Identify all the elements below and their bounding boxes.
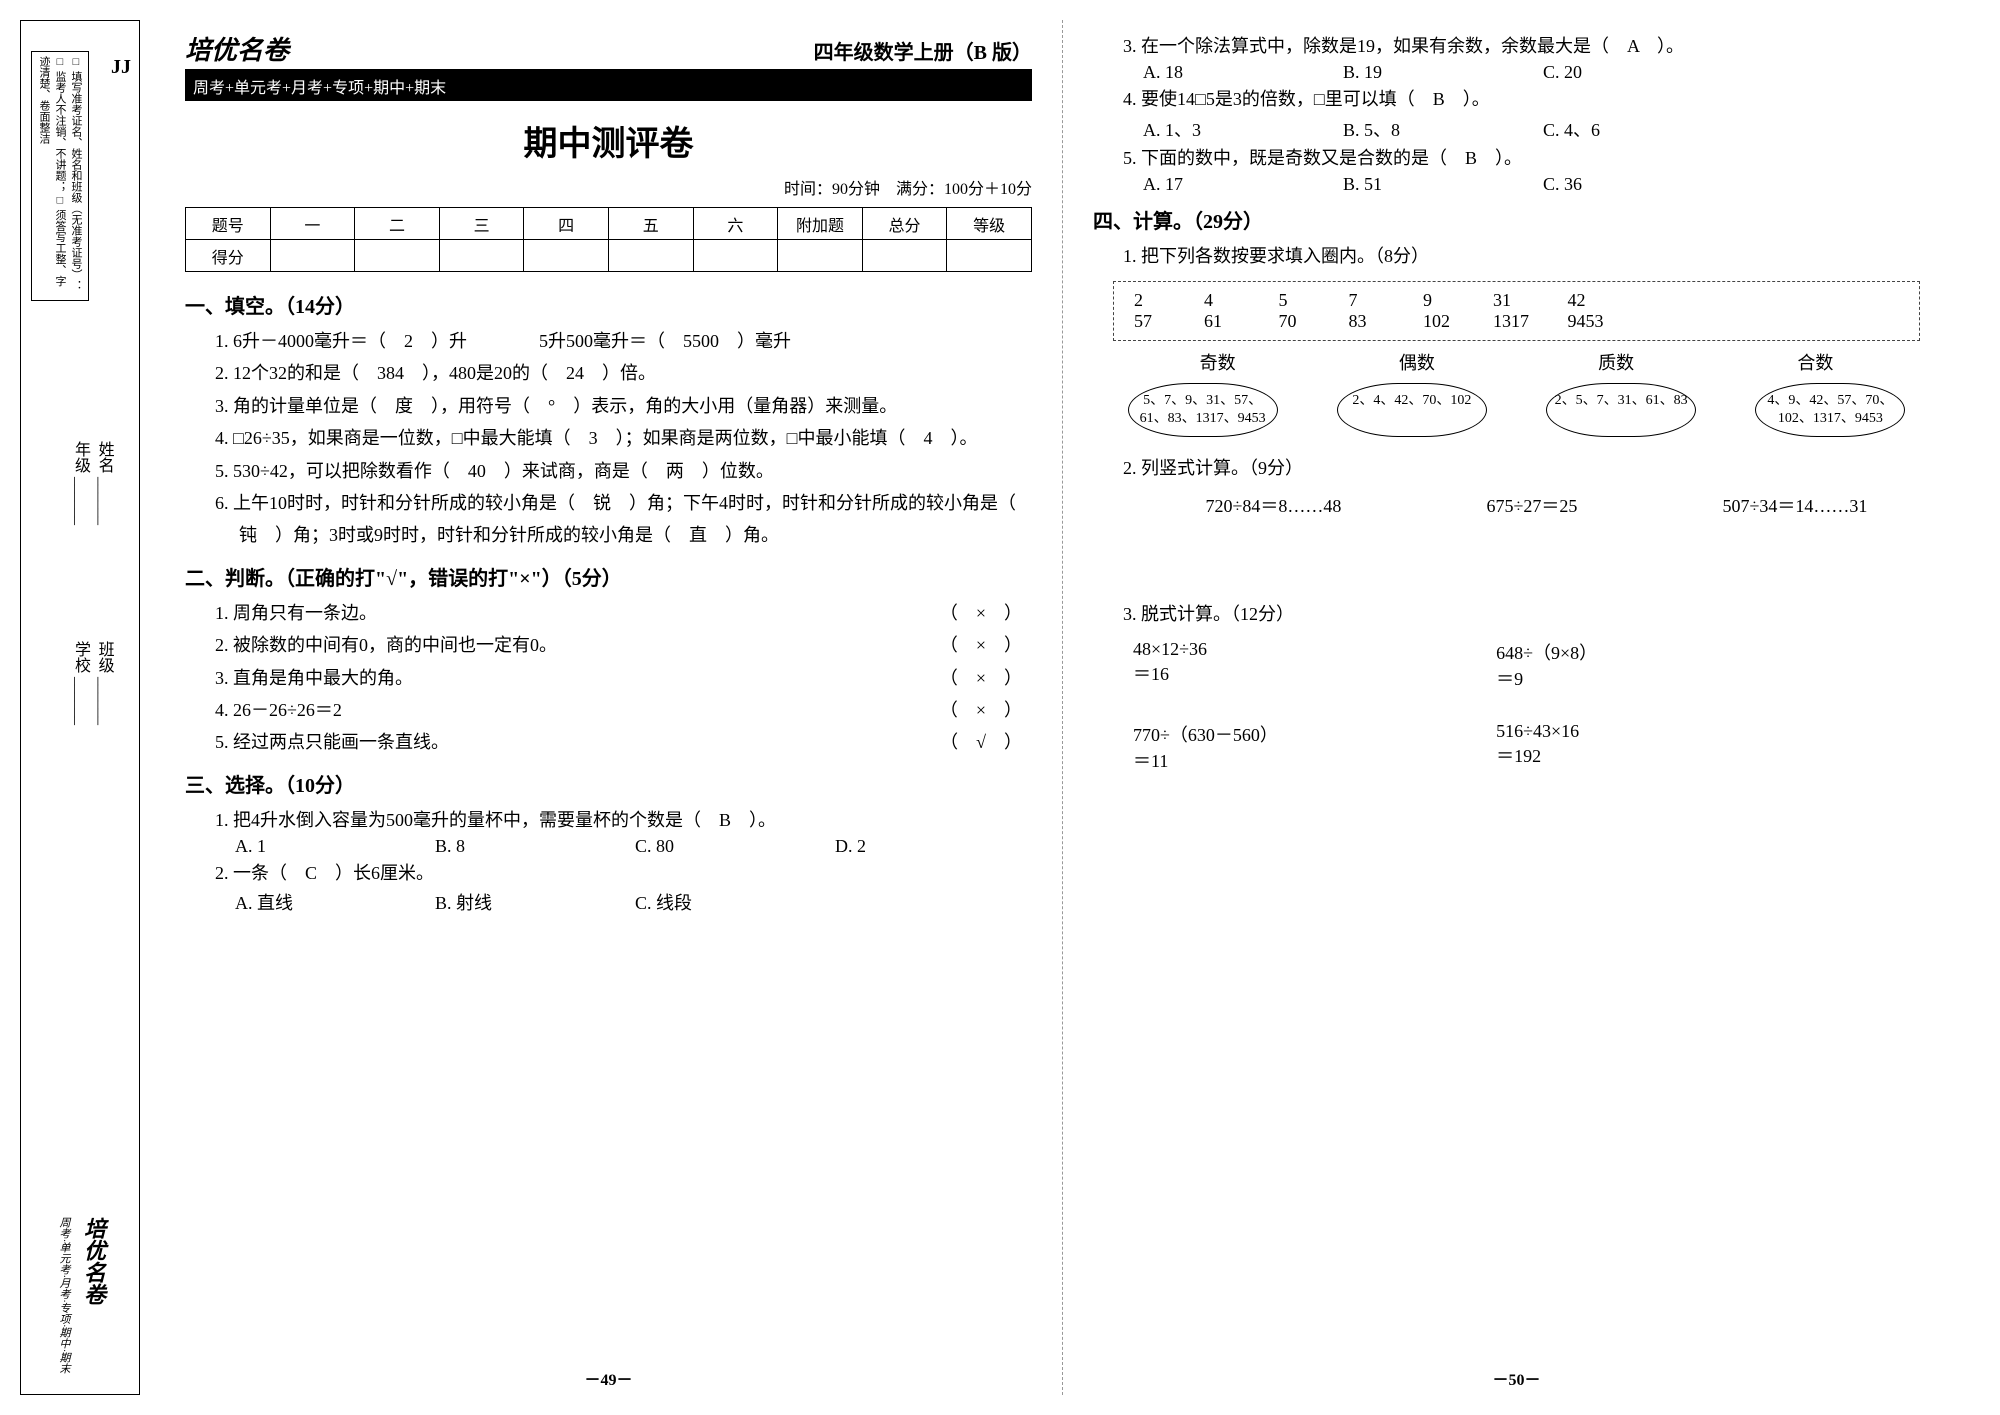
calc-d: 516÷43×16＝192 [1496, 721, 1859, 773]
q1-4: 4. □26÷35，如果商是一位数，□中最大能填（ 3 ）；如果商是两位数，□中… [215, 422, 1032, 454]
score-table: 题号 一 二 三 四 五 六 附加题 总分 等级 得分 [185, 207, 1032, 272]
page-num-left: －49－ [584, 1366, 632, 1390]
school-field: 学校 ______ [68, 641, 92, 725]
q4-2-title: 2. 列竖式计算。（9分） [1123, 452, 1940, 484]
number-pool: 24 57 931 42 5761 7083 1021317 9453 [1113, 281, 1920, 341]
main-content: 培优名卷 四年级数学上册（B 版） 周考+单元考+月考+专项+期中+期末 期中测… [145, 0, 2000, 1415]
name-field: 姓名 ______ [92, 441, 116, 525]
q3-5: 5. 下面的数中，既是奇数又是合数的是（ B ）。 [1123, 142, 1940, 174]
q1-1: 1. 6升－4000毫升＝（ 2 ）升 5升500毫升＝（ 5500 ）毫升 [215, 325, 1032, 357]
q2-5: 5. 经过两点只能画一条直线。（ √ ） [215, 726, 1022, 758]
calc-c: 770÷（630－560）＝11 [1133, 721, 1496, 773]
section-1-title: 一、填空。（14分） [185, 290, 1032, 319]
section-4-title: 四、计算。（29分） [1093, 205, 1940, 234]
bubble-prime: 2、5、7、31、61、83 [1546, 383, 1696, 437]
page-num-right: －50－ [1492, 1366, 1540, 1390]
step-calc-grid: 48×12÷36＝16 648÷（9×8）＝9 770÷（630－560）＝11… [1133, 639, 1940, 803]
vertical-calc-row: 720÷84＝8……48 675÷27＝25 507÷34＝14……31 [1133, 492, 1940, 518]
score-value-row: 得分 [186, 240, 1032, 272]
section-2-title: 二、判断。（正确的打"√"，错误的打"×"）（5分） [185, 562, 1032, 591]
bubble-even: 2、4、42、70、102 [1337, 383, 1487, 437]
grade-field: 年级 ______ [68, 441, 92, 525]
sidebar-brand: 培优名卷 周考·单元考·月考·专项·期中·期末 [51, 1217, 109, 1374]
q2-2: 2. 被除数的中间有0，商的中间也一定有0。（ × ） [215, 629, 1022, 661]
time-score: 时间：90分钟 满分：100分＋10分 [185, 175, 1032, 199]
q3-3: 3. 在一个除法算式中，除数是19，如果有余数，余数最大是（ A ）。 [1123, 30, 1940, 62]
score-header-row: 题号 一 二 三 四 五 六 附加题 总分 等级 [186, 208, 1032, 240]
brand-logo: 培优名卷 [185, 30, 289, 67]
q3-2-choices: A. 直线B. 射线C. 线段 [235, 889, 1032, 915]
q1-6: 6. 上午10时时，时针和分针所成的较小角是（ 锐 ）角；下午4时时，时针和分针… [215, 487, 1032, 552]
q1-2: 2. 12个32的和是（ 384 ），480是20的（ 24 ）倍。 [215, 357, 1032, 389]
page-header: 培优名卷 四年级数学上册（B 版） [185, 30, 1032, 71]
calc-a: 48×12÷36＝16 [1133, 639, 1496, 691]
exam-title: 期中测评卷 [185, 116, 1032, 165]
q2-1: 1. 周角只有一条边。（ × ） [215, 597, 1022, 629]
binding-sidebar: □ 填写准考证名、姓名和班级（无准考证号）： □ 监考人不注销、不讲题； □ 须… [20, 20, 140, 1395]
class-field: 班级 ______ [92, 641, 116, 725]
q3-5-choices: A. 17B. 51C. 36 [1143, 174, 1940, 195]
q2-3: 3. 直角是角中最大的角。（ × ） [215, 662, 1022, 694]
book-title: 四年级数学上册（B 版） [814, 36, 1032, 65]
q3-4-choices: A. 1、3B. 5、8C. 4、6 [1143, 116, 1940, 142]
calc-b: 648÷（9×8）＝9 [1496, 639, 1859, 691]
corner-label: JJ [111, 56, 131, 79]
q1-5: 5. 530÷42，可以把除数看作（ 40 ）来试商，商是（ 两 ）位数。 [215, 455, 1032, 487]
q3-3-choices: A. 18B. 19C. 20 [1143, 62, 1940, 83]
section-3-title: 三、选择。（10分） [185, 769, 1032, 798]
bubble-composite: 4、9、42、57、70、102、1317、9453 [1755, 383, 1905, 437]
exam-notes: □ 填写准考证名、姓名和班级（无准考证号）： □ 监考人不注销、不讲题； □ 须… [31, 51, 89, 301]
page-50: 3. 在一个除法算式中，除数是19，如果有余数，余数最大是（ A ）。 A. 1… [1063, 20, 1970, 1395]
q2-4: 4. 26－26÷26＝2（ × ） [215, 694, 1022, 726]
q3-1-choices: A. 1B. 8 C. 80D. 2 [235, 836, 1032, 857]
q4-1-title: 1. 把下列各数按要求填入圈内。（8分） [1123, 240, 1940, 272]
page-49: 培优名卷 四年级数学上册（B 版） 周考+单元考+月考+专项+期中+期末 期中测… [155, 20, 1063, 1395]
category-bubbles: 5、7、9、31、57、61、83、1317、9453 2、4、42、70、10… [1103, 383, 1930, 437]
subheader-bar: 周考+单元考+月考+专项+期中+期末 [185, 71, 1032, 101]
bubble-odd: 5、7、9、31、57、61、83、1317、9453 [1128, 383, 1278, 437]
q3-1: 1. 把4升水倒入容量为500毫升的量杯中，需要量杯的个数是（ B ）。 [215, 804, 1032, 836]
q4-3-title: 3. 脱式计算。（12分） [1123, 598, 1940, 630]
category-labels: 奇数偶数 质数合数 [1118, 349, 1915, 375]
q3-4: 4. 要使14□5是3的倍数，□里可以填（ B ）。 [1123, 83, 1940, 115]
q1-3: 3. 角的计量单位是（ 度 ），用符号（ ° ）表示，角的大小用（量角器）来测量… [215, 390, 1032, 422]
q3-2: 2. 一条（ C ）长6厘米。 [215, 857, 1032, 889]
